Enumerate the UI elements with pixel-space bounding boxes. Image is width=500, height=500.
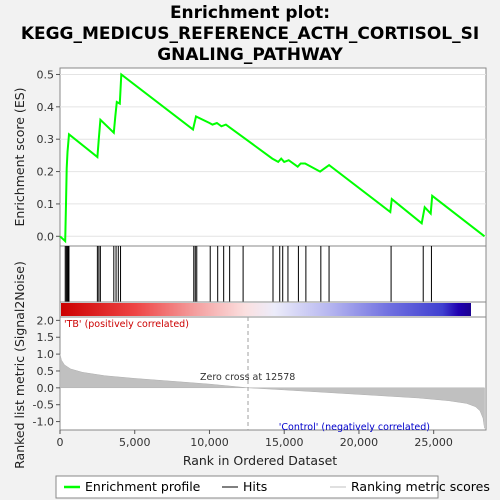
rank-x-tick-label: 10,000 xyxy=(190,436,229,449)
rank-x-ticks: 0 5,000 10,000 15,000 20,000 25,000 xyxy=(57,430,453,449)
legend-label: Hits xyxy=(243,479,267,494)
rank-colorbar xyxy=(61,303,471,316)
rank-x-tick-label: 25,000 xyxy=(414,436,453,449)
es-tick-label: 0.5 xyxy=(37,68,55,81)
legend-box xyxy=(55,475,439,499)
chart-title: Enrichment plot:KEGG_MEDICUS_REFERENCE_A… xyxy=(21,3,479,65)
ranking-metric-area xyxy=(59,354,485,429)
rank-y-tick-label: 0.0 xyxy=(37,382,55,395)
enrichment-profile-line xyxy=(59,72,486,244)
title-line-1: Enrichment plot: xyxy=(170,3,330,23)
positive-correlation-label: 'TB' (positively correlated) xyxy=(64,319,189,330)
zero-cross-label: Zero cross at 12578 xyxy=(200,372,295,383)
title-line-2: KEGG_MEDICUS_REFERENCE_ACTH_CORTISOL_SI xyxy=(21,24,479,44)
negative-correlation-label: 'Control' (negatively correlated) xyxy=(279,422,430,433)
rank-y-ticks: 2.0 1.5 1.0 0.5 0.0 -0.5 -1.0 xyxy=(33,314,60,429)
es-y-axis-label: Enrichment score (ES) xyxy=(12,87,27,226)
rank-panel-frame xyxy=(59,316,487,431)
rank-y-tick-label: 2.0 xyxy=(37,314,55,327)
rank-x-tick-label: 15,000 xyxy=(265,436,304,449)
es-tick-label: 0.1 xyxy=(37,198,55,211)
es-tick-label: 0.2 xyxy=(37,166,55,179)
rank-y-tick-label: 1.0 xyxy=(37,348,55,361)
rank-y-axis-label: Ranked list metric (Signal2Noise) xyxy=(12,261,27,469)
es-panel-frame xyxy=(59,67,487,247)
rank-x-tick-label: 20,000 xyxy=(340,436,379,449)
legend: Enrichment profile Hits Ranking metric sco… xyxy=(64,479,490,494)
es-tick-label: 0.0 xyxy=(37,230,55,243)
es-tick-label: 0.3 xyxy=(37,133,55,146)
es-tick-label: 0.4 xyxy=(37,101,55,114)
title-line-3: GNALING_PATHWAY xyxy=(157,45,343,65)
rank-x-tick-label: 0 xyxy=(57,436,64,449)
rank-y-tick-label: 0.5 xyxy=(37,365,55,378)
rank-x-tick-label: 5,000 xyxy=(119,436,151,449)
rank-y-tick-label: -0.5 xyxy=(33,399,54,412)
hits-marks xyxy=(64,246,432,302)
es-gridlines xyxy=(60,73,486,237)
rank-y-tick-label: -1.0 xyxy=(33,416,54,429)
es-y-ticks: 0.0 0.1 0.2 0.3 0.4 0.5 xyxy=(37,68,60,243)
legend-label: Ranking metric scores xyxy=(351,479,490,494)
rank-x-axis-label: Rank in Ordered Dataset xyxy=(183,453,337,468)
legend-label: Enrichment profile xyxy=(85,479,201,494)
rank-y-tick-label: 1.5 xyxy=(37,331,55,344)
